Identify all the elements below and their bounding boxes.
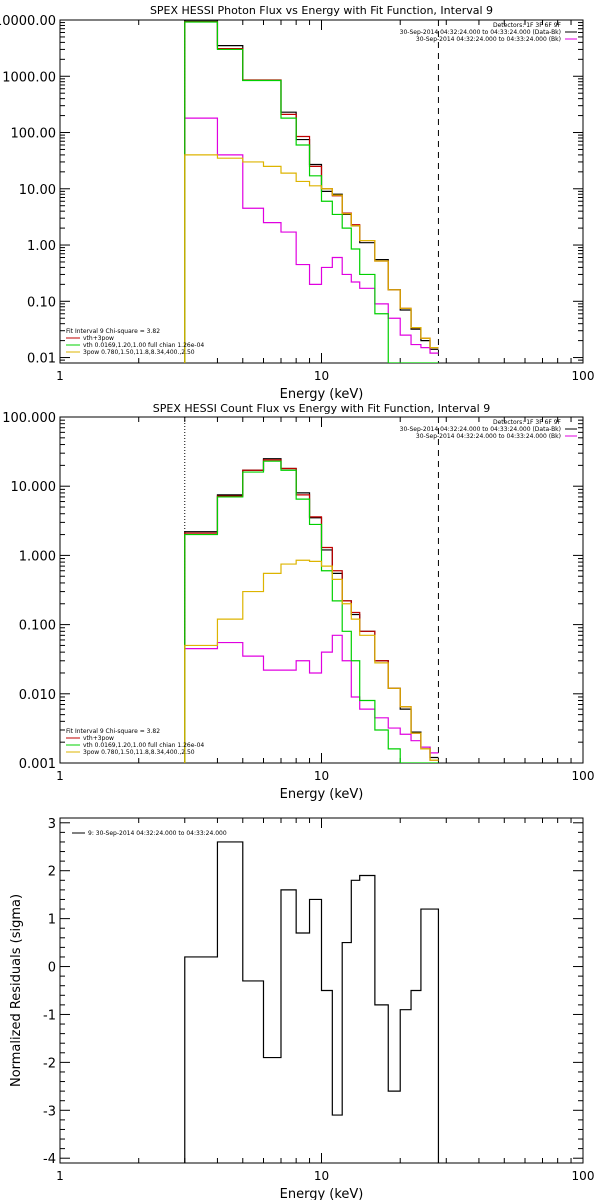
photon-x-axis-label: Energy (keV) — [280, 387, 364, 402]
count-series-bpow — [184, 559, 439, 763]
photon-legend-left-text: 3pow 0.780,1.50,11.8,8.34,400.,2.50 — [83, 349, 195, 356]
photon-x-tick-label: 100 — [572, 369, 595, 383]
photon-legend-left-text: vth 0.0169,1.20,1.00 full chian 1.26e-04 — [83, 342, 204, 349]
count-series-total — [184, 459, 439, 763]
residuals-y-tick-label: 2 — [48, 865, 56, 880]
count-x-tick-label: 10 — [314, 769, 329, 783]
residuals-y-tick-label: -4 — [43, 1152, 56, 1167]
photon-series-total — [184, 21, 439, 363]
count-legend-right-text: 30-Sep-2014 04:32:24.000 to 04:33:24.000… — [416, 433, 561, 440]
count-y-tick-label: 0.001 — [19, 757, 56, 772]
photon-series-vth — [184, 21, 439, 363]
count-plot-frame — [59, 416, 584, 764]
count-x-tick-label: 100 — [572, 769, 595, 783]
residuals-y-tick-label: -2 — [43, 1056, 56, 1071]
count-y-tick-label: 0.100 — [19, 619, 56, 634]
count-legend-left-text: vth 0.0169,1.20,1.00 full chian 1.26e-04 — [83, 742, 204, 749]
photon-y-tick-label: 10.00 — [19, 183, 56, 198]
count-chart-title: SPEX HESSI Count Flux vs Energy with Fit… — [153, 402, 490, 415]
count-legend-right-text: 30-Sep-2014 04:32:24.000 to 04:33:24.000… — [400, 426, 561, 433]
residuals-x-axis-label: Energy (keV) — [280, 1187, 364, 1200]
photon-legend-right-text: 30-Sep-2014 04:32:24.000 to 04:33:24.000… — [400, 29, 561, 36]
residuals-legend-left-text: 9: 30-Sep-2014 04:32:24.000 to 04:33:24.… — [88, 830, 227, 837]
photon-x-tick-label: 10 — [314, 369, 329, 383]
count-y-tick-label: 10.000 — [11, 480, 57, 495]
count-legend-right-text: Detectors: 1F 3F 6F 9F — [493, 419, 562, 426]
photon-series-bk — [184, 117, 439, 363]
count-legend-left-text: 3pow 0.780,1.50,11.8,8.34,400.,2.50 — [83, 749, 195, 756]
photon-y-tick-label: 10000.00 — [0, 14, 56, 29]
photon-y-tick-label: 1000.00 — [2, 70, 56, 85]
count-series-bk — [184, 634, 439, 763]
photon-legend-right-text: 30-Sep-2014 04:32:24.000 to 04:33:24.000… — [416, 36, 561, 43]
count-y-tick-label: 0.010 — [19, 688, 56, 703]
photon-y-tick-label: 0.01 — [27, 352, 56, 367]
residuals-y-tick-label: -3 — [43, 1104, 56, 1119]
photon-y-tick-label: 0.10 — [27, 295, 56, 310]
photon-legend-left-text: Fit Interval 9 Chi-square = 3.82 — [66, 328, 160, 335]
count-legend-left-text: Fit Interval 9 Chi-square = 3.82 — [66, 728, 160, 735]
count-y-tick-label: 1.000 — [19, 549, 56, 564]
residuals-y-tick-label: 1 — [48, 913, 56, 928]
residuals-x-tick-label: 10 — [314, 1169, 329, 1183]
photon-series-bpow — [184, 154, 439, 363]
residuals-y-tick-label: 3 — [48, 817, 56, 832]
count-y-tick-label: 100.000 — [2, 411, 56, 426]
residuals-series-data — [184, 841, 440, 1163]
count-x-axis-label: Energy (keV) — [280, 787, 364, 802]
photon-x-tick-label: 1 — [56, 369, 64, 383]
count-x-tick-label: 1 — [56, 769, 64, 783]
photon-y-tick-label: 1.00 — [27, 239, 56, 254]
photon-series-data — [184, 20, 439, 363]
count-series-vth — [184, 460, 439, 763]
residuals-y-tick-label: 0 — [48, 961, 56, 976]
photon-legend-right-text: Detectors: 1F 3F 6F 9F — [493, 22, 562, 29]
residuals-x-tick-label: 1 — [56, 1169, 64, 1183]
photon-chart-title: SPEX HESSI Photon Flux vs Energy with Fi… — [150, 4, 493, 17]
residuals-x-tick-label: 100 — [572, 1169, 595, 1183]
count-legend-left-text: vth+3pow — [83, 735, 114, 742]
residuals-y-tick-label: -1 — [43, 1008, 56, 1023]
photon-legend-left-text: vth+3pow — [83, 335, 114, 342]
photon-y-tick-label: 100.00 — [11, 127, 57, 142]
residuals-y-axis-label: Normalized Residuals (sigma) — [9, 894, 24, 1087]
count-series-data — [184, 458, 439, 763]
